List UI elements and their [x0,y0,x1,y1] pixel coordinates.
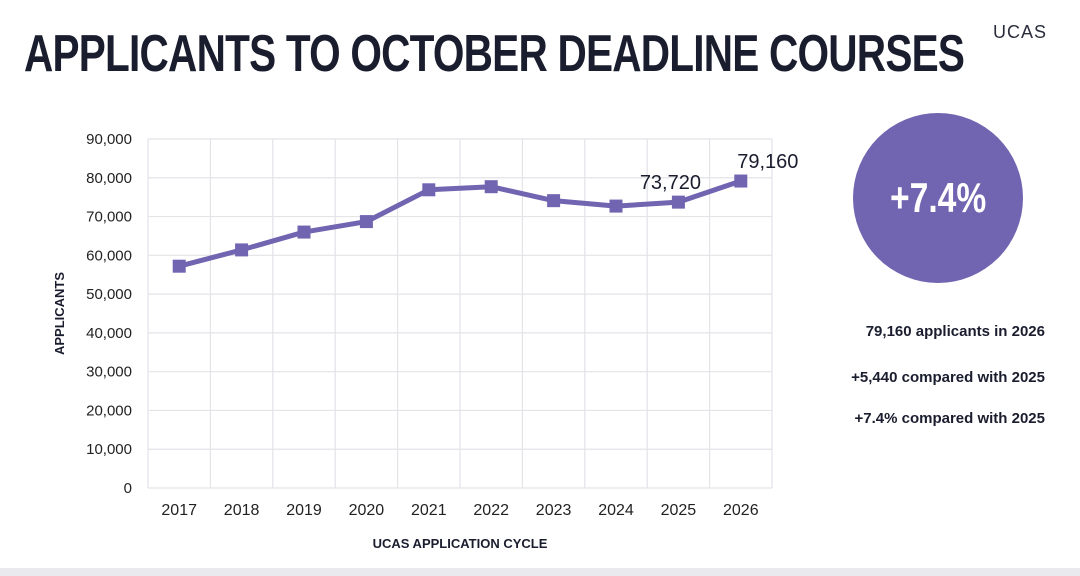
y-tick-label: 80,000 [86,170,132,187]
stat-applicants: 79,160 applicants in 2026 [865,323,1045,340]
data-label: 73,720 [640,172,701,194]
y-tick-label: 60,000 [86,247,132,264]
x-tick-label: 2018 [224,502,260,519]
y-tick-label: 40,000 [86,325,132,342]
y-tick-label: 50,000 [86,286,132,303]
y-tick-label: 90,000 [86,131,132,148]
data-point [671,195,685,209]
y-tick-label: 30,000 [86,364,132,381]
data-point [734,174,748,188]
data-point [297,225,311,239]
y-axis-title: APPLICANTS [52,272,67,355]
badge-text: +7.4% [889,174,987,221]
x-tick-label: 2024 [598,502,634,519]
page-title: APPLICANTS TO OCTOBER DEADLINE COURSES [24,25,965,83]
data-point [547,194,561,208]
y-tick-label: 10,000 [86,441,132,458]
bottom-bar [0,568,1080,576]
data-label: 79,160 [737,151,798,173]
percent-change-badge: +7.4% [853,113,1023,283]
data-point [484,180,498,194]
x-tick-label: 2017 [161,502,197,519]
x-tick-label: 2023 [536,502,572,519]
data-point [172,259,186,273]
ucas-logo: UCAS [992,22,1047,42]
stat-change-count: +5,440 compared with 2025 [851,369,1045,386]
x-tick-label: 2022 [473,502,509,519]
data-point [609,199,623,213]
y-tick-label: 0 [124,480,132,497]
data-point [422,183,436,197]
stat-change-percent: +7.4% compared with 2025 [854,410,1045,427]
data-point [235,243,249,257]
x-axis-title: UCAS APPLICATION CYCLE [373,536,548,551]
x-tick-label: 2025 [661,502,697,519]
data-point [359,215,373,229]
y-tick-label: 20,000 [86,402,132,419]
line-chart: 0 10,000 20,000 30,000 40,000 50,000 60,000 70,… [52,131,798,551]
y-tick-label: 70,000 [86,209,132,226]
x-tick-label: 2019 [286,502,322,519]
x-tick-label: 2026 [723,502,759,519]
x-tick-label: 2021 [411,502,447,519]
series-line [176,178,744,269]
x-tick-label: 2020 [349,502,385,519]
